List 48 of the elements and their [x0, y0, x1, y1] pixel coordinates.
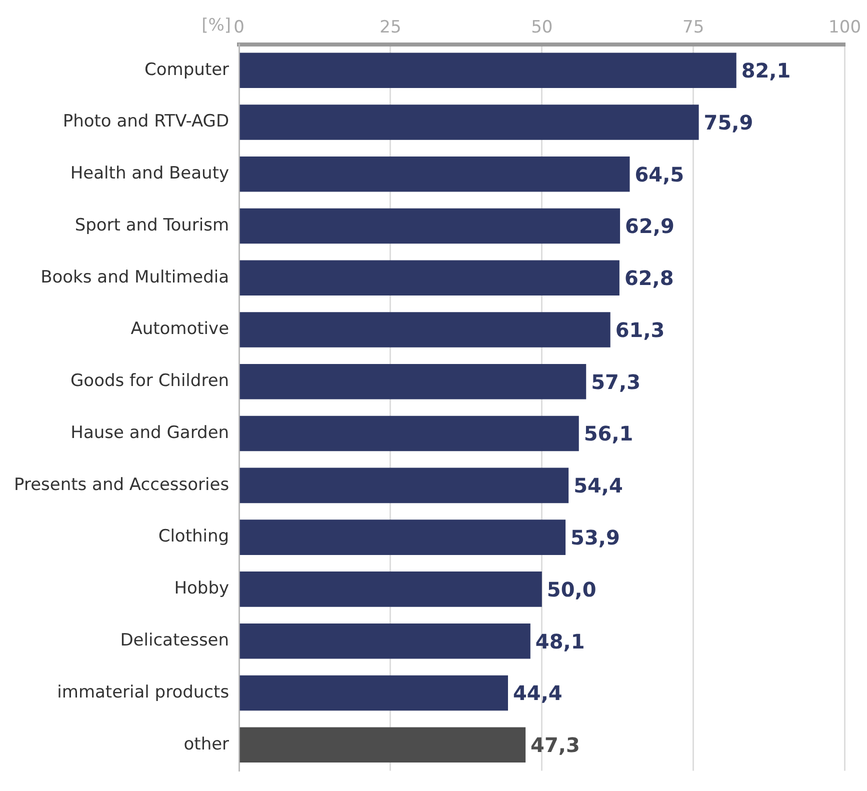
y-tick-label: Computer	[144, 60, 230, 80]
data-label: 47,3	[530, 733, 580, 758]
bar	[240, 572, 542, 607]
data-label: 62,9	[625, 214, 674, 238]
bar	[240, 468, 569, 504]
data-label: 57,3	[591, 370, 640, 394]
y-tick-label: Hobby	[174, 578, 230, 599]
bar	[240, 727, 526, 762]
x-tick-label: 75	[682, 18, 704, 38]
data-label: 50,0	[546, 577, 596, 602]
bar	[240, 312, 610, 348]
data-label: 56,1	[584, 422, 634, 446]
bar	[240, 364, 586, 400]
x-tick-label: 100	[828, 18, 862, 38]
bar	[240, 156, 630, 192]
bar	[240, 416, 579, 452]
y-tick-label: Delicatessen	[120, 630, 230, 651]
y-tick-label: Books and Multimedia	[40, 267, 230, 288]
y-tick-label: Photo and RTV-AGD	[62, 112, 230, 132]
y-tick-label: Hause and Garden	[70, 422, 230, 443]
bar	[240, 623, 530, 659]
data-label: 44,4	[512, 681, 562, 706]
data-label: 53,9	[570, 526, 620, 550]
y-tick-label: Sport and Tourism	[74, 215, 230, 236]
bar	[240, 208, 620, 244]
y-tick-label: Health and Beauty	[70, 164, 230, 184]
x-axis-title: [%]	[202, 15, 232, 36]
bar	[240, 520, 566, 555]
bar	[240, 104, 699, 140]
bar	[240, 675, 508, 711]
bar	[240, 52, 736, 88]
data-label: 62,8	[624, 266, 674, 290]
data-label: 61,3	[615, 318, 665, 342]
data-label: 48,1	[535, 629, 585, 654]
data-label: 64,5	[634, 162, 684, 186]
data-label: 75,9	[704, 110, 754, 134]
x-tick-label: 50	[531, 18, 553, 38]
x-tick-label: 0	[234, 18, 244, 38]
y-tick-label: Clothing	[158, 526, 230, 547]
y-tick-label: Automotive	[130, 319, 230, 340]
bar	[240, 260, 620, 296]
y-tick-label: immaterial products	[57, 682, 230, 702]
y-tick-label: Goods for Children	[70, 371, 230, 392]
y-tick-label: other	[184, 734, 230, 754]
data-label: 82,1	[741, 58, 791, 83]
y-tick-label: Presents and Accessories	[14, 474, 230, 495]
x-tick-label: 25	[380, 18, 402, 38]
data-label: 54,4	[574, 474, 623, 498]
